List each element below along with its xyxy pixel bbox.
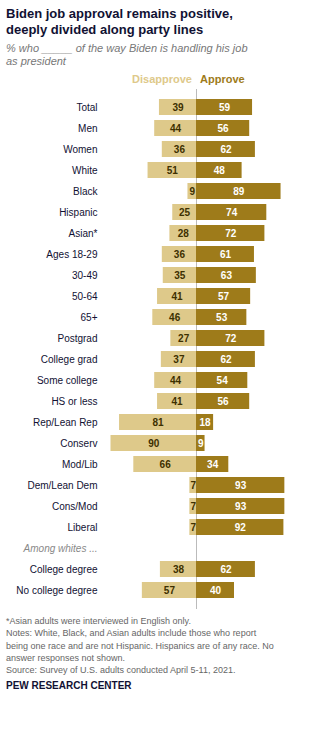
svg-text:Ages 18-29: Ages 18-29: [46, 249, 98, 260]
svg-text:53: 53: [216, 312, 228, 323]
svg-text:66: 66: [160, 459, 172, 470]
html-text:PEW RESEARCH CENTER: PEW RESEARCH CENTER: [6, 679, 132, 691]
svg-text:63: 63: [221, 270, 233, 281]
svg-text:62: 62: [220, 564, 232, 575]
svg-text:Some college: Some college: [37, 375, 98, 386]
svg-text:51: 51: [167, 165, 179, 176]
svg-text:74: 74: [226, 207, 238, 218]
svg-text:56: 56: [218, 396, 230, 407]
svg-text:41: 41: [171, 396, 183, 407]
svg-text:39: 39: [172, 102, 184, 113]
svg-text:72: 72: [225, 333, 237, 344]
svg-text:44: 44: [170, 375, 182, 386]
svg-text:Postgrad: Postgrad: [57, 333, 97, 344]
svg-text:Liberal: Liberal: [67, 522, 97, 533]
svg-text:35: 35: [174, 270, 186, 281]
svg-text:34: 34: [207, 459, 219, 470]
svg-text:27: 27: [178, 333, 190, 344]
svg-text:57: 57: [218, 291, 230, 302]
svg-text:Conserv: Conserv: [60, 438, 97, 449]
html-text:Approve: Approve: [200, 73, 245, 86]
html-text:% who _____ of the way Biden i: % who _____ of the way Biden is handling…: [6, 41, 248, 68]
svg-text:Hispanic: Hispanic: [59, 207, 97, 218]
svg-text:9: 9: [189, 186, 195, 197]
svg-text:50-64: 50-64: [72, 291, 98, 302]
svg-text:72: 72: [225, 228, 237, 239]
svg-text:25: 25: [179, 207, 191, 218]
svg-text:30-49: 30-49: [72, 270, 98, 281]
svg-text:44: 44: [170, 123, 182, 134]
svg-text:9: 9: [198, 438, 204, 449]
svg-text:36: 36: [174, 144, 186, 155]
svg-text:Mod/Lib: Mod/Lib: [62, 459, 98, 470]
svg-text:54: 54: [217, 375, 229, 386]
svg-text:Black: Black: [73, 186, 98, 197]
svg-text:HS or less: HS or less: [51, 396, 97, 407]
svg-text:65+: 65+: [81, 312, 98, 323]
svg-text:College grad: College grad: [41, 354, 98, 365]
svg-text:Asian*: Asian*: [69, 228, 98, 239]
svg-text:41: 41: [171, 291, 183, 302]
svg-text:89: 89: [233, 186, 245, 197]
html-text:*Asian adults were interviewed: *Asian adults were interviewed in Englis…: [6, 616, 274, 675]
svg-text:Cons/Mod: Cons/Mod: [52, 501, 98, 512]
svg-text:18: 18: [199, 417, 211, 428]
svg-text:62: 62: [220, 144, 232, 155]
svg-text:38: 38: [173, 564, 185, 575]
svg-text:37: 37: [173, 354, 185, 365]
html-text:Biden job approval remains pos: Biden job approval remains positive, dee…: [6, 6, 233, 37]
svg-text:Dem/Lean Dem: Dem/Lean Dem: [27, 480, 97, 491]
svg-text:40: 40: [210, 585, 222, 596]
svg-text:81: 81: [152, 417, 164, 428]
svg-text:36: 36: [174, 249, 186, 260]
svg-text:Women: Women: [63, 144, 97, 155]
svg-text:Among whites ...: Among whites ...: [23, 543, 98, 554]
svg-text:Rep/Lean Rep: Rep/Lean Rep: [33, 417, 98, 428]
svg-text:No college degree: No college degree: [16, 585, 98, 596]
svg-text:College degree: College degree: [30, 564, 98, 575]
html-text:Disapprove: Disapprove: [132, 73, 192, 86]
svg-text:28: 28: [178, 228, 190, 239]
svg-text:46: 46: [169, 312, 181, 323]
svg-text:93: 93: [235, 501, 247, 512]
svg-text:56: 56: [218, 123, 230, 134]
svg-text:61: 61: [220, 249, 232, 260]
svg-text:59: 59: [219, 102, 231, 113]
svg-text:Men: Men: [78, 123, 97, 134]
svg-text:White: White: [72, 165, 98, 176]
svg-text:93: 93: [235, 480, 247, 491]
svg-text:48: 48: [214, 165, 226, 176]
svg-text:90: 90: [148, 438, 160, 449]
svg-text:62: 62: [220, 354, 232, 365]
svg-text:92: 92: [235, 522, 247, 533]
svg-text:Total: Total: [76, 102, 97, 113]
svg-text:57: 57: [164, 585, 176, 596]
